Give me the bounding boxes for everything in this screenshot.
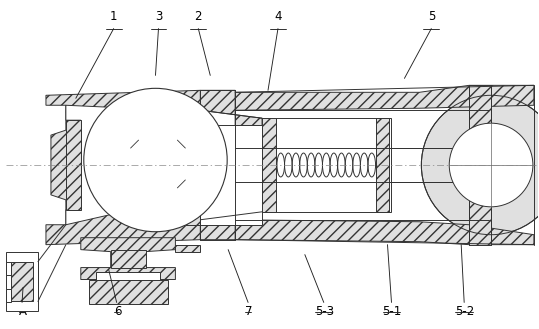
Text: 1: 1 xyxy=(110,10,118,23)
Text: 5-1: 5-1 xyxy=(383,305,402,318)
Circle shape xyxy=(84,88,227,232)
Polygon shape xyxy=(66,120,81,210)
Bar xyxy=(96,271,161,280)
Polygon shape xyxy=(110,168,175,200)
Bar xyxy=(141,140,175,162)
Text: 6: 6 xyxy=(114,305,121,318)
Text: 5-3: 5-3 xyxy=(315,305,334,318)
Bar xyxy=(89,280,168,304)
Polygon shape xyxy=(81,238,175,280)
Polygon shape xyxy=(175,245,201,252)
Bar xyxy=(11,262,33,301)
Text: 5-2: 5-2 xyxy=(455,305,474,318)
Polygon shape xyxy=(89,140,110,188)
Text: 7: 7 xyxy=(245,305,253,318)
Polygon shape xyxy=(66,105,175,225)
Polygon shape xyxy=(6,262,11,274)
Text: 2: 2 xyxy=(195,10,202,23)
Bar xyxy=(110,250,146,267)
Bar xyxy=(110,168,175,200)
Text: 5: 5 xyxy=(427,10,435,23)
Polygon shape xyxy=(46,90,201,245)
Polygon shape xyxy=(201,90,262,240)
Bar xyxy=(376,118,390,212)
Circle shape xyxy=(421,95,539,235)
Text: 4: 4 xyxy=(274,10,282,23)
Bar xyxy=(469,85,491,245)
Polygon shape xyxy=(89,150,109,178)
Polygon shape xyxy=(110,128,175,164)
Bar xyxy=(201,125,262,225)
Polygon shape xyxy=(6,290,11,302)
Circle shape xyxy=(449,123,533,207)
Bar xyxy=(110,128,175,164)
Polygon shape xyxy=(175,215,201,225)
Polygon shape xyxy=(235,220,534,245)
Text: A: A xyxy=(19,305,27,318)
Polygon shape xyxy=(235,85,534,110)
Bar xyxy=(262,118,391,212)
Bar xyxy=(141,165,175,187)
Text: 3: 3 xyxy=(155,10,162,23)
Bar xyxy=(6,252,38,311)
Bar xyxy=(262,118,276,212)
